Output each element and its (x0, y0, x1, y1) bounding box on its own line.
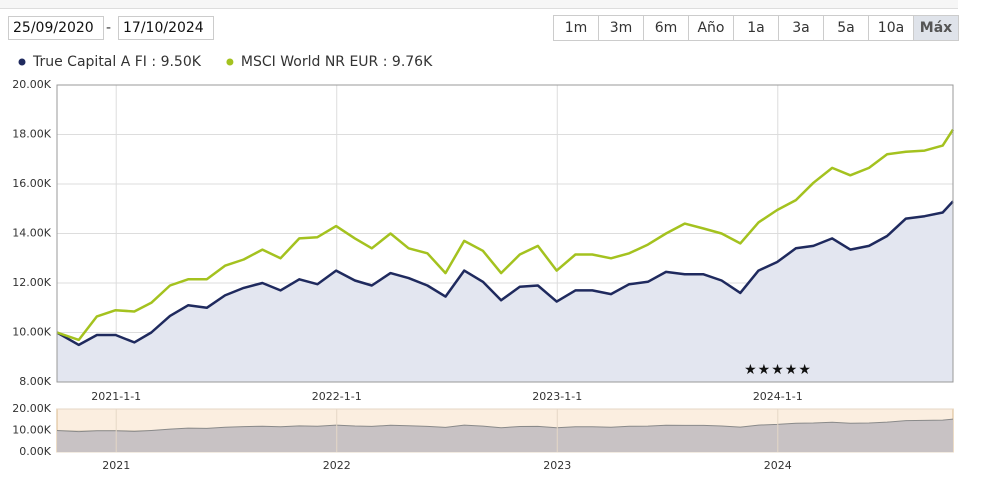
legend-name: MSCI World NR EUR (241, 54, 379, 70)
legend-label: MSCI World NR EUR : 9.76K (241, 54, 433, 70)
legend-label: True Capital A FI : 9.50K (32, 54, 202, 70)
range-button[interactable]: 1m (553, 15, 599, 41)
range-button[interactable]: 6m (643, 15, 689, 41)
range-buttons: 1m 3m 6m Año 1a 3a 5a 10a Máx (553, 15, 959, 41)
y-tick-label: 12.00K (12, 276, 51, 289)
end-date[interactable]: 17/10/2024 (118, 16, 214, 40)
x-tick-label: 2024-1-1 (753, 390, 803, 403)
legend-value: 9.50K (161, 54, 202, 70)
plot-border (56, 84, 954, 383)
range-button[interactable]: 1a (733, 15, 779, 41)
y-tick-label: 8.00K (19, 375, 51, 388)
navigator-x-label: 2023 (543, 459, 571, 472)
navigator-x-label: 2024 (764, 459, 792, 472)
legend-marker (18, 58, 26, 66)
navigator-line (56, 418, 954, 433)
legend-sep: : (378, 54, 392, 70)
navigator-area (57, 419, 953, 452)
x-tick-label: 2021-1-1 (91, 390, 141, 403)
legend-sep: : (147, 54, 161, 70)
y-tick-label: 18.00K (12, 128, 51, 141)
x-tick-label: 2022-1-1 (312, 390, 362, 403)
y-tick-label: 14.00K (12, 227, 51, 240)
navigator-y-label: 0.00K (19, 445, 51, 458)
series-line (56, 200, 954, 347)
series-line (56, 128, 955, 342)
y-tick-label: 20.00K (12, 78, 51, 91)
rating-annotation: ★★★★★ (744, 362, 812, 378)
navigator-y-label: 20.00K (12, 402, 51, 415)
y-tick-label: 10.00K (12, 326, 51, 339)
range-button[interactable]: 10a (868, 15, 914, 41)
navigator-x-label: 2021 (102, 459, 130, 472)
navigator-x-label: 2022 (323, 459, 351, 472)
y-tick-label: 16.00K (12, 177, 51, 190)
range-button[interactable]: Año (688, 15, 734, 41)
start-date[interactable]: 25/09/2020 (8, 16, 104, 40)
legend-value: 9.76K (392, 54, 433, 70)
date-separator: - (106, 20, 112, 36)
area (57, 201, 953, 382)
range-button[interactable]: 3a (778, 15, 824, 41)
legend-marker (226, 58, 234, 66)
range-button[interactable]: 5a (823, 15, 869, 41)
range-button[interactable]: Máx (913, 15, 959, 41)
x-tick-label: 2023-1-1 (532, 390, 582, 403)
legend-name: True Capital A FI (32, 54, 147, 70)
top-frame (0, 0, 958, 9)
navigator-y-label: 10.00K (12, 424, 51, 437)
